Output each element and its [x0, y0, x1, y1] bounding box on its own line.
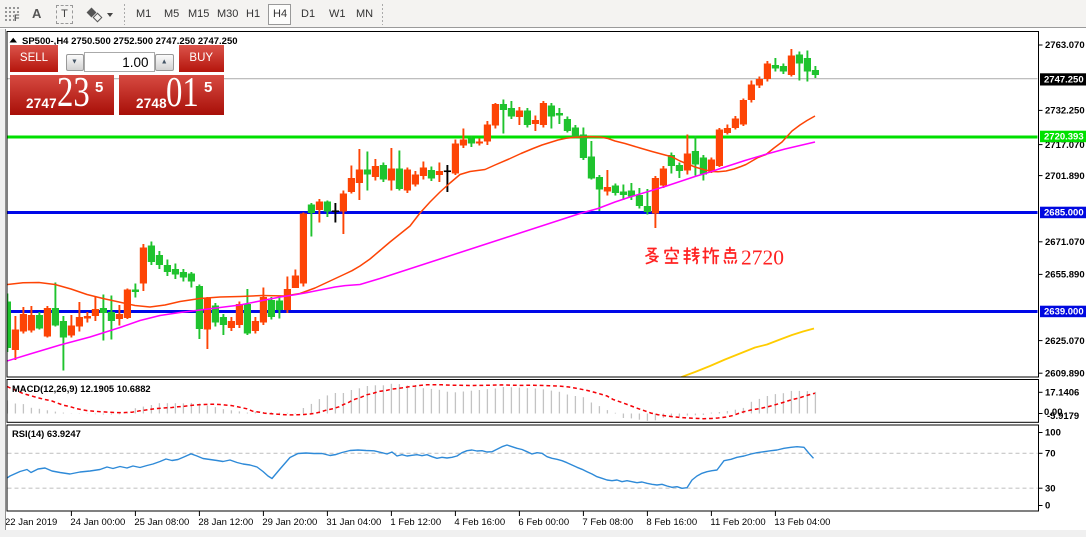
svg-text:25 Jan 08:00: 25 Jan 08:00 [134, 517, 189, 528]
svg-text:2701.890: 2701.890 [1045, 171, 1085, 182]
svg-text:13 Feb 04:00: 13 Feb 04:00 [774, 517, 830, 528]
svg-text:2732.250: 2732.250 [1045, 106, 1085, 117]
svg-text:29 Jan 20:00: 29 Jan 20:00 [262, 517, 317, 528]
svg-text:2609.890: 2609.890 [1045, 368, 1085, 379]
svg-text:2747.250: 2747.250 [1044, 75, 1084, 86]
svg-text:2639.000: 2639.000 [1044, 307, 1084, 318]
svg-text:2655.890: 2655.890 [1045, 270, 1085, 281]
svg-text:SP500-,H4 2750.500 2752.500 2: SP500-,H4 2750.500 2752.500 2747.250 274… [22, 36, 238, 47]
svg-text:8 Feb 16:00: 8 Feb 16:00 [646, 517, 697, 528]
svg-text:11 Feb 20:00: 11 Feb 20:00 [710, 517, 765, 528]
svg-text:24 Jan 00:00: 24 Jan 00:00 [70, 517, 125, 528]
svg-text:RSI(14) 63.9247: RSI(14) 63.9247 [12, 428, 81, 439]
svg-text:100: 100 [1045, 428, 1061, 439]
svg-text:22 Jan 2019: 22 Jan 2019 [5, 517, 57, 528]
svg-text:2685.000: 2685.000 [1044, 208, 1084, 219]
svg-text:6 Feb 00:00: 6 Feb 00:00 [518, 517, 569, 528]
svg-text:0.00: 0.00 [1044, 407, 1063, 418]
svg-text:2763.070: 2763.070 [1045, 40, 1085, 51]
svg-text:7 Feb 08:00: 7 Feb 08:00 [582, 517, 633, 528]
svg-text:70: 70 [1045, 449, 1056, 460]
svg-text:2625.070: 2625.070 [1045, 336, 1085, 347]
svg-text:30: 30 [1045, 483, 1056, 494]
svg-text:2720.393: 2720.393 [1044, 132, 1084, 143]
svg-text:2717.070: 2717.070 [1045, 140, 1085, 151]
svg-text:2720: 2720 [741, 246, 784, 270]
svg-text:-5.9179: -5.9179 [1047, 411, 1079, 422]
svg-text:0: 0 [1045, 501, 1050, 512]
svg-text:2671.070: 2671.070 [1045, 237, 1085, 248]
svg-text:28 Jan 12:00: 28 Jan 12:00 [198, 517, 253, 528]
svg-text:1 Feb 12:00: 1 Feb 12:00 [390, 517, 441, 528]
svg-text:4 Feb 16:00: 4 Feb 16:00 [454, 517, 505, 528]
svg-text:17.1406: 17.1406 [1045, 388, 1079, 399]
svg-text:31 Jan 04:00: 31 Jan 04:00 [326, 517, 381, 528]
svg-text:MACD(12,26,9) 12.1905 10.6882: MACD(12,26,9) 12.1905 10.6882 [12, 383, 151, 394]
